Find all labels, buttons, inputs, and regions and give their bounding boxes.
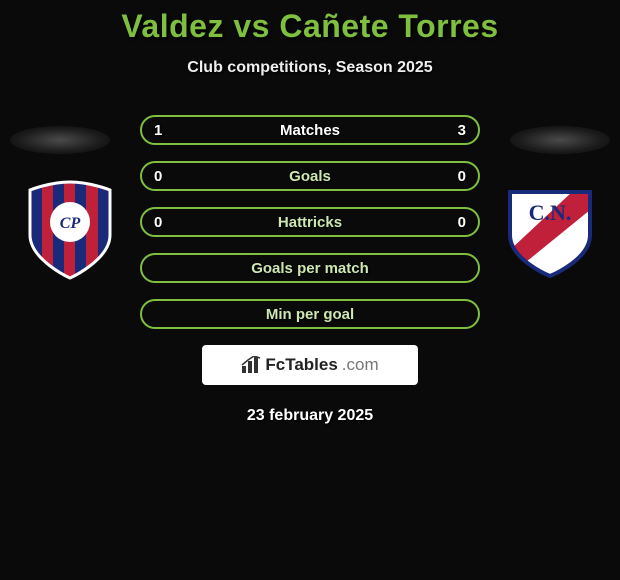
shield-icon: C.N. [500, 180, 600, 280]
player-shadow-left [10, 126, 110, 154]
stat-label: Hattricks [278, 214, 342, 231]
stat-label: Min per goal [266, 306, 354, 323]
stats-list: 1 Matches 3 0 Goals 0 0 Hattricks 0 Goal… [140, 115, 480, 329]
svg-text:CP: CP [60, 215, 81, 232]
subtitle: Club competitions, Season 2025 [0, 59, 620, 77]
stat-row-goals: 0 Goals 0 [140, 161, 480, 191]
stat-row-goals-per-match: Goals per match [140, 253, 480, 283]
player-shadow-right [510, 126, 610, 154]
page-title: Valdez vs Cañete Torres [0, 0, 620, 45]
stat-right-value: 3 [458, 122, 466, 139]
stat-left-value: 1 [154, 122, 162, 139]
svg-text:C.N.: C.N. [529, 200, 572, 225]
stat-row-min-per-goal: Min per goal [140, 299, 480, 329]
stat-left-value: 0 [154, 168, 162, 185]
dateline: 23 february 2025 [0, 407, 620, 425]
stat-label: Goals per match [251, 260, 369, 277]
stat-label: Goals [289, 168, 331, 185]
comparison-card: Valdez vs Cañete Torres Club competition… [0, 0, 620, 580]
stat-left-value: 0 [154, 214, 162, 231]
watermark-bold: FcTables [265, 355, 337, 375]
stat-row-hattricks: 0 Hattricks 0 [140, 207, 480, 237]
stat-right-value: 0 [458, 168, 466, 185]
stat-label: Matches [280, 122, 340, 139]
bars-icon [241, 356, 261, 374]
club-badge-left: CP [20, 180, 120, 280]
club-badge-right: C.N. [500, 180, 600, 280]
stat-right-value: 0 [458, 214, 466, 231]
shield-icon: CP [20, 180, 120, 280]
stat-row-matches: 1 Matches 3 [140, 115, 480, 145]
watermark: FcTables.com [202, 345, 418, 385]
watermark-light: .com [342, 355, 379, 375]
